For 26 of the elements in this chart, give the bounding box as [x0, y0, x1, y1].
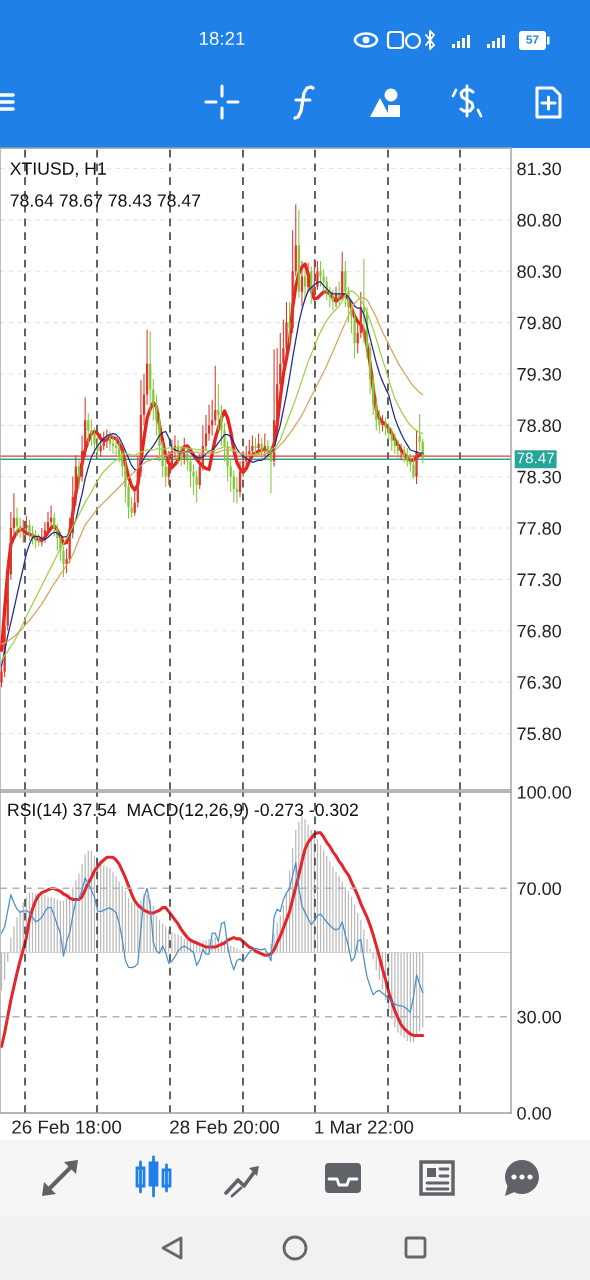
y-tick-label: 79.30: [517, 367, 562, 381]
y-tick-label: 78.80: [517, 419, 562, 433]
y-tick-label: 81.30: [517, 162, 562, 176]
text: 18:21: [199, 31, 245, 46]
y-tick-label: 79.80: [517, 316, 562, 330]
x-tick-label: 28 Feb 20:00: [170, 1119, 280, 1134]
x-tick-label: 1 Mar 22:00: [315, 1120, 414, 1134]
y-tick-label: 70.00: [517, 882, 562, 896]
y-tick-label: 77.80: [517, 522, 562, 535]
x-tick-label: 26 Feb 18:00: [12, 1119, 122, 1134]
y-tick-label: 80.30: [517, 265, 562, 278]
text: 78.64 78.67 78.43 78.47: [10, 194, 201, 207]
y-tick-label: 75.80: [517, 727, 562, 741]
chart-title: MACD(12,26,9) -0.273 -0.302: [127, 803, 358, 820]
text: 57: [526, 35, 539, 44]
text: XTIUSD, H1: [10, 162, 106, 177]
ref-line-label: 78.47: [517, 452, 555, 464]
text: RSI(14) 37.54: [8, 803, 117, 820]
y-tick-label: 30.00: [517, 1010, 562, 1024]
y-tick-label: 76.80: [517, 624, 562, 638]
y-tick-label: 77.30: [517, 573, 562, 587]
y-tick-label: 78.30: [517, 470, 562, 484]
y-tick-label: 80.80: [517, 213, 562, 227]
y-tick-label: 76.30: [517, 676, 562, 689]
y-tick-label: 0.00: [517, 1106, 551, 1120]
y-tick-label: 100.00: [517, 785, 572, 799]
